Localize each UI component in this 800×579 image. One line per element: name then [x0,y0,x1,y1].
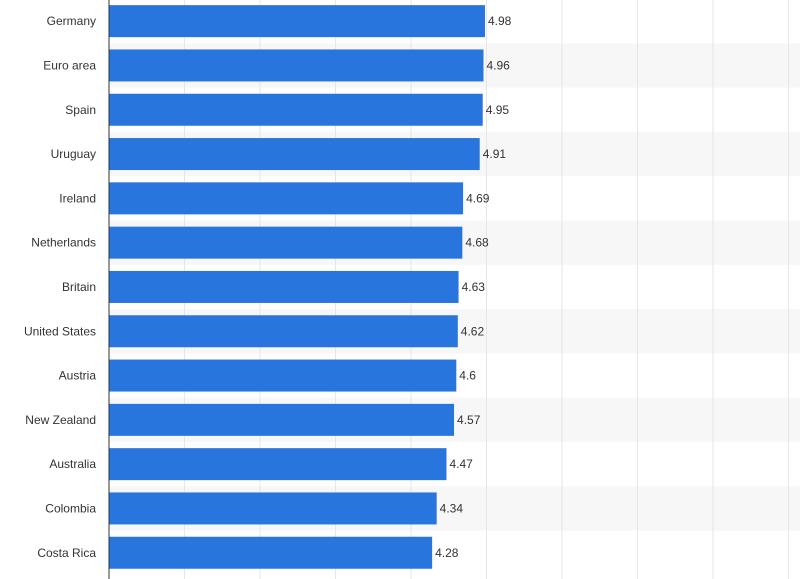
category-label: Ireland [59,191,96,205]
bar [109,49,484,82]
bar [109,5,485,38]
data-label: 4.63 [462,280,486,294]
bar [109,315,458,348]
data-label: 4.57 [457,413,481,427]
category-label: United States [24,324,96,338]
bar [109,448,447,481]
bar [109,359,457,392]
category-labels: Germany Euro area Spain Uruguay Ireland Nethe… [24,14,96,560]
data-label: 4.47 [449,457,473,471]
data-label: 4.69 [466,191,490,205]
data-label: 4.34 [440,501,464,515]
value-labels: 4.98 4.96 4.95 4.91 4.69 4.68 4.63 4.62 4.6 4.57 4… [435,14,512,560]
bar [109,270,459,303]
data-label: 4.96 [486,58,510,72]
category-label: Netherlands [31,236,96,250]
bar [109,403,455,436]
category-label: Euro area [43,58,96,72]
category-label: New Zealand [25,413,96,427]
bar [109,536,433,569]
category-label: Colombia [45,501,96,515]
category-label: Spain [65,103,96,117]
bar [109,492,437,525]
data-label: 4.91 [483,147,507,161]
bar [109,138,480,171]
data-label: 4.68 [465,236,489,250]
category-label: Costa Rica [37,546,96,560]
category-label: Austria [59,369,97,383]
data-label: 4.62 [461,324,485,338]
category-label: Britain [62,280,96,294]
bars [109,5,485,569]
bar [109,226,463,259]
data-label: 4.28 [435,546,459,560]
category-label: Australia [49,457,96,471]
category-label: Uruguay [51,147,96,161]
bar [109,182,464,215]
data-label: 4.95 [486,103,510,117]
data-label: 4.6 [459,369,476,383]
bar [109,93,483,126]
category-label: Germany [47,14,96,28]
data-label: 4.98 [488,14,512,28]
